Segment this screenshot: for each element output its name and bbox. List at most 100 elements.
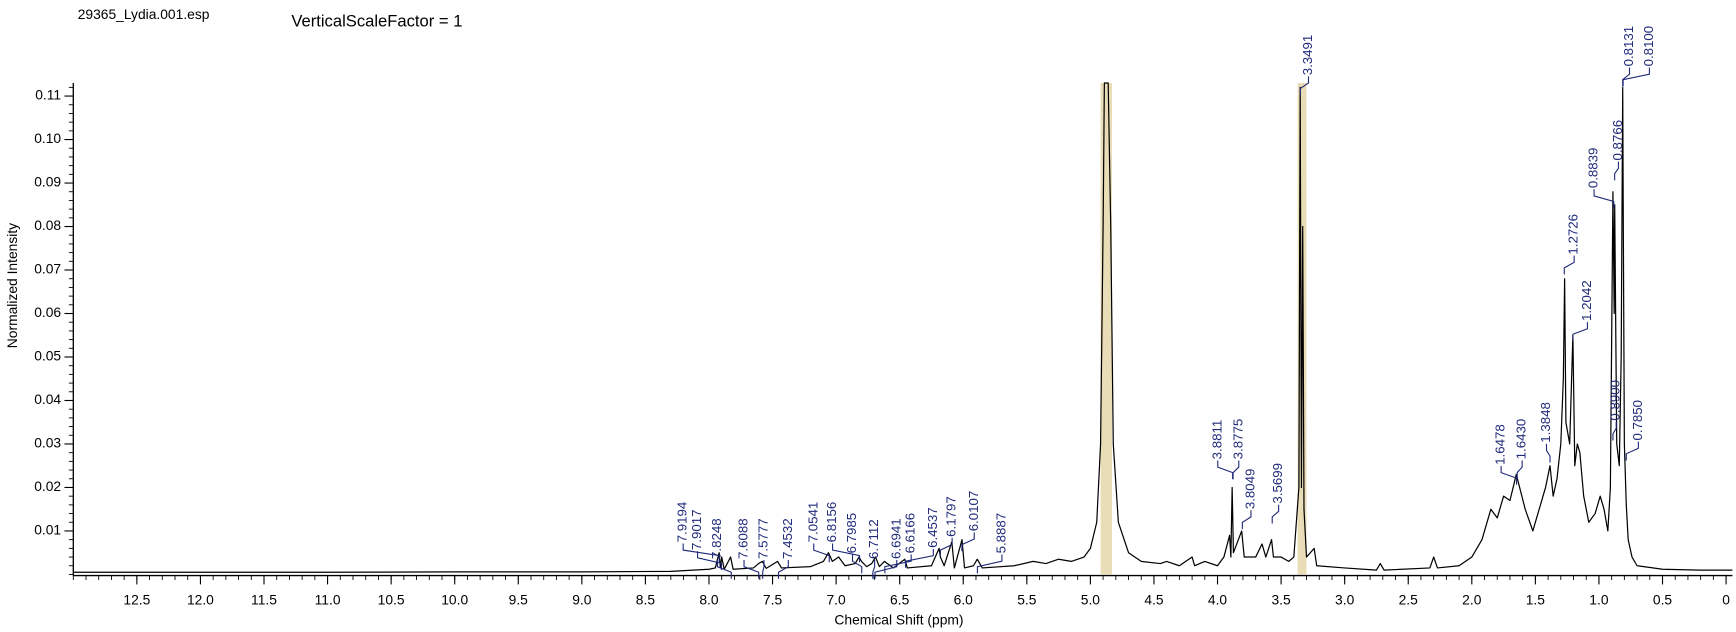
peak-leader — [1516, 460, 1523, 480]
x-tick-label: 12.0 — [187, 592, 214, 608]
peak-label: 0.8839 — [1586, 148, 1601, 189]
peak-leader — [884, 554, 912, 574]
peak-leader — [813, 543, 830, 563]
peak-label: 0.8766 — [1610, 120, 1625, 161]
peak-label: 0.8900 — [1608, 380, 1623, 421]
x-tick-label: 10.0 — [441, 592, 468, 608]
peak-leader — [1271, 504, 1280, 524]
peak-leader — [1625, 441, 1639, 461]
peak-label: 1.6430 — [1514, 419, 1529, 460]
x-tick-label: 5.0 — [1081, 592, 1101, 608]
peak-leader — [1217, 460, 1234, 480]
peak-label: 1.2042 — [1579, 280, 1594, 321]
y-tick-label: 0.05 — [34, 348, 61, 364]
file-name: 29365_Lydia.001.esp — [78, 6, 210, 22]
peak-leader — [1593, 189, 1615, 209]
x-tick-label: 11.5 — [251, 592, 277, 608]
peak-label: 3.8775 — [1230, 419, 1245, 460]
x-tick-label: 10.5 — [378, 592, 405, 608]
peak-leader — [1545, 443, 1551, 463]
peak-label: 6.0107 — [966, 491, 981, 532]
x-tick-label: 2.5 — [1399, 592, 1419, 608]
peak-label: 3.3491 — [1300, 35, 1315, 76]
x-tick-label: 2.0 — [1462, 592, 1482, 608]
peak-label: 1.6478 — [1493, 424, 1508, 465]
peak-label: 7.9194 — [675, 502, 690, 543]
peak-label: 0.8131 — [1621, 26, 1636, 67]
peak-label: 7.9017 — [689, 510, 704, 551]
peak-label: 7.8248 — [709, 518, 724, 559]
peak-label: 7.0541 — [805, 502, 820, 543]
x-tick-label: 1.0 — [1589, 592, 1609, 608]
peak-leader — [1614, 161, 1619, 181]
y-tick-label: 0.06 — [34, 304, 61, 320]
peak-leader — [1622, 67, 1650, 87]
peak-label: 0.7850 — [1630, 400, 1645, 441]
peak-leader — [874, 560, 898, 579]
x-tick-label: 8.5 — [636, 592, 656, 608]
y-tick-label: 0.02 — [34, 478, 61, 494]
peak-leader — [716, 560, 732, 579]
peak-label: 0.8100 — [1641, 26, 1656, 67]
peak-label: 7.4532 — [780, 518, 795, 559]
peak-leader — [1572, 322, 1588, 341]
x-tick-label: 3.0 — [1335, 592, 1355, 608]
peak-leader — [1563, 255, 1575, 275]
y-tick-label: 0.03 — [34, 435, 61, 451]
x-tick-label: 3.5 — [1271, 592, 1291, 608]
peak-label: 6.4537 — [925, 507, 940, 548]
x-tick-label: 11.0 — [315, 592, 341, 608]
peak-leader — [1241, 510, 1252, 530]
y-axis-title: Normalized Intensity — [4, 223, 20, 348]
peak-leader — [762, 560, 765, 579]
y-tick-label: 0.04 — [34, 391, 61, 407]
peak-label: 6.7985 — [844, 513, 859, 554]
peak-leader — [939, 537, 953, 557]
peak-label: 6.8156 — [824, 502, 839, 543]
scale-note: VerticalScaleFactor = 1 — [291, 12, 462, 31]
x-tick-label: 6.5 — [890, 592, 910, 608]
x-tick-label: 6.0 — [954, 592, 974, 608]
peak-label: 6.6941 — [888, 518, 903, 559]
x-tick-label: 5.5 — [1017, 592, 1037, 608]
peak-label: 1.2726 — [1566, 214, 1581, 255]
x-tick-label: 7.5 — [763, 592, 783, 608]
peak-leader — [1612, 421, 1617, 441]
x-tick-label: 0 — [1722, 592, 1730, 608]
peak-label: 5.8887 — [993, 513, 1008, 554]
y-tick-label: 0.10 — [34, 130, 61, 146]
peak-label: 3.8049 — [1242, 469, 1257, 510]
peak-label: 6.1797 — [944, 496, 959, 537]
peak-leader — [905, 548, 934, 568]
peak-leader — [1500, 465, 1518, 485]
peak-label: 7.6088 — [736, 518, 751, 559]
y-tick-label: 0.08 — [34, 217, 61, 233]
peak-leader — [832, 543, 861, 563]
peak-label: 7.5777 — [755, 518, 770, 559]
peak-leader — [1299, 76, 1310, 96]
x-tick-label: 12.5 — [123, 592, 150, 608]
peak-label: 6.6166 — [903, 513, 918, 554]
peak-leader — [1232, 460, 1240, 480]
y-tick-label: 0.07 — [34, 261, 61, 277]
peak-label: 6.7112 — [866, 519, 881, 559]
y-tick-label: 0.11 — [35, 87, 61, 103]
peak-label: 3.8811 — [1209, 420, 1224, 460]
x-tick-label: 9.0 — [572, 592, 592, 608]
x-tick-label: 4.5 — [1144, 592, 1164, 608]
x-tick-label: 8.0 — [699, 592, 719, 608]
peak-leader — [872, 560, 876, 579]
shaded-region — [1100, 83, 1113, 575]
x-axis-title: Chemical Shift (ppm) — [834, 612, 963, 628]
peak-leader — [743, 560, 760, 579]
y-tick-label: 0.09 — [34, 174, 61, 190]
x-tick-label: 0.5 — [1653, 592, 1673, 608]
x-tick-label: 7.0 — [827, 592, 847, 608]
peak-leader — [777, 560, 789, 579]
peak-leader — [1622, 67, 1631, 87]
peak-leader — [976, 554, 1003, 574]
y-tick-label: 0.01 — [34, 522, 61, 538]
peak-leader — [682, 543, 720, 563]
peak-label: 3.5699 — [1270, 463, 1285, 504]
